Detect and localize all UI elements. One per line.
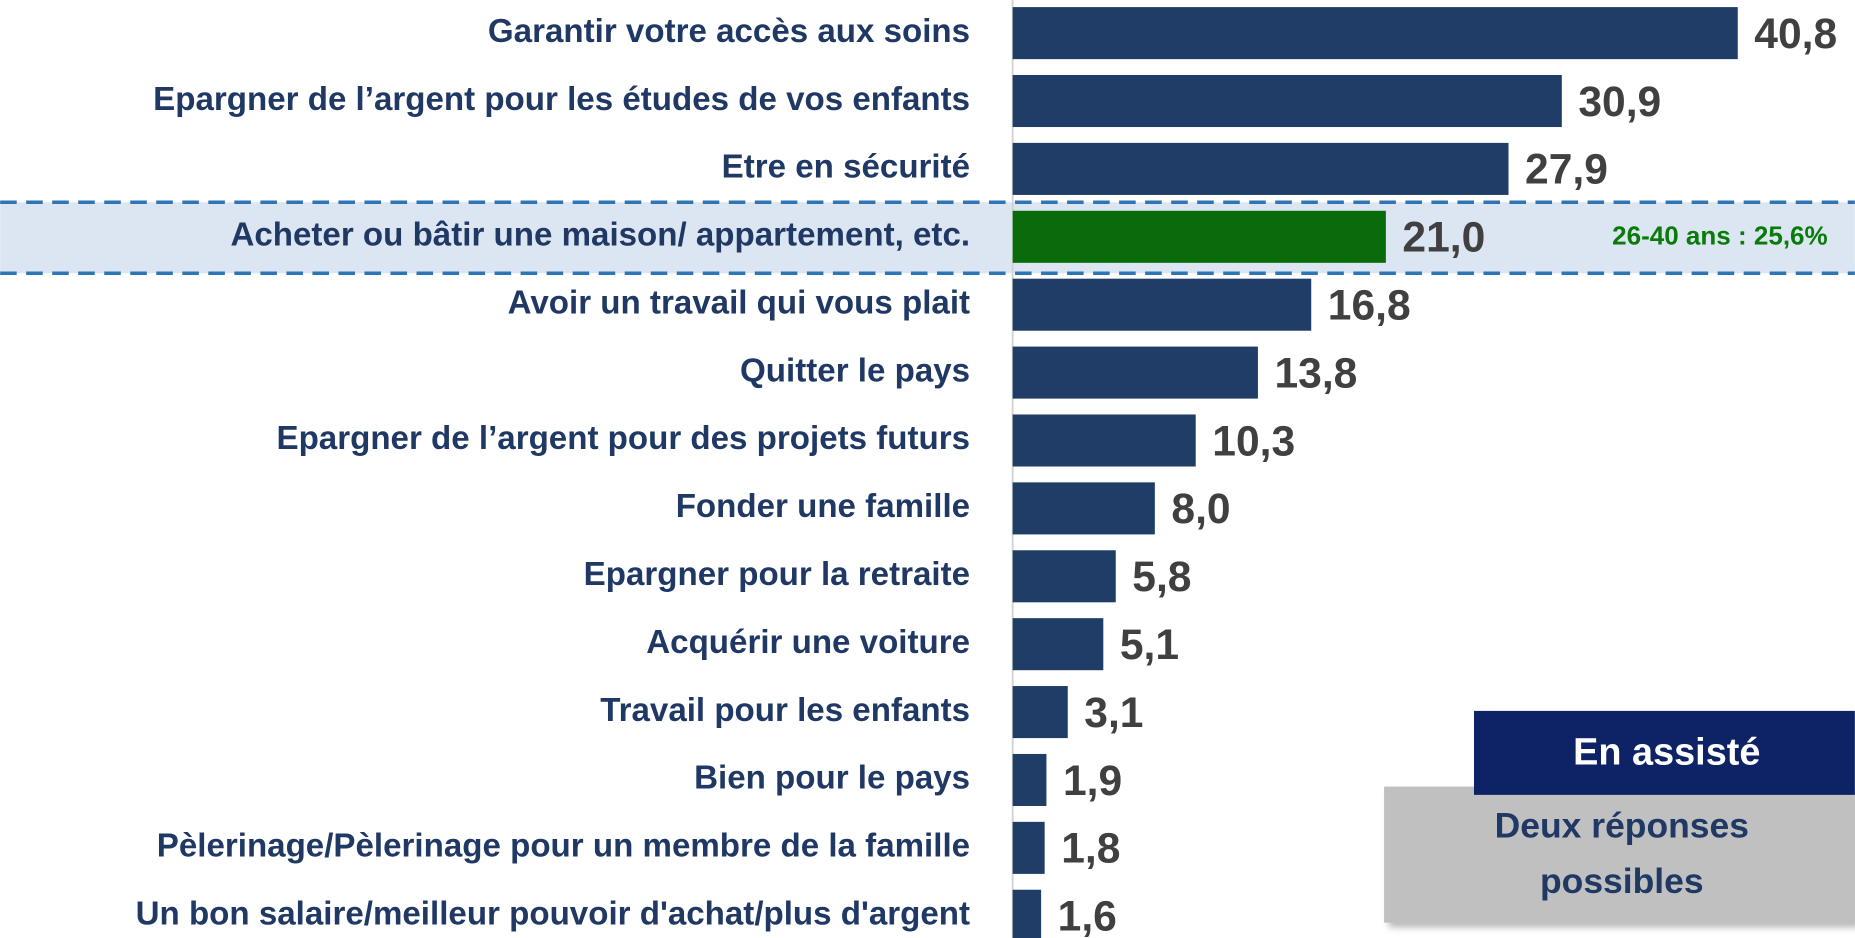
- note-line: possibles: [1540, 861, 1704, 901]
- bar: [1012, 142, 1509, 195]
- bar: [1012, 889, 1042, 938]
- value-label: 16,8: [1328, 282, 1411, 330]
- bar: [1012, 414, 1196, 467]
- value-label: 27,9: [1525, 146, 1608, 194]
- annotation: 26-40 ans : 25,6%: [1612, 221, 1827, 251]
- badge-box: [1473, 710, 1855, 795]
- category-label: Un bon salaire/meilleur pouvoir d'achat/…: [136, 896, 970, 933]
- category-label: Acquérir une voiture: [646, 624, 970, 661]
- category-label: Epargner pour la retraite: [584, 556, 970, 593]
- bar: [1012, 210, 1386, 263]
- value-label: 1,6: [1058, 893, 1117, 938]
- note-line: Deux réponses: [1495, 805, 1749, 845]
- category-label: Pèlerinage/Pèlerinage pour un membre de …: [157, 828, 970, 865]
- category-label: Etre en sécurité: [722, 149, 970, 186]
- highlight-band: [0, 202, 1855, 274]
- value-label: 5,1: [1120, 621, 1179, 669]
- category-label: Avoir un travail qui vous plait: [508, 284, 970, 321]
- value-label: 3,1: [1084, 689, 1143, 737]
- category-label: Bien pour le pays: [694, 760, 970, 797]
- note-box: [1384, 786, 1855, 923]
- value-label: 8,0: [1171, 485, 1230, 533]
- category-label: Fonder une famille: [676, 488, 970, 525]
- value-label: 21,0: [1402, 214, 1485, 262]
- category-label: Garantir votre accès aux soins: [488, 13, 970, 50]
- bar: [1012, 278, 1312, 331]
- bar: [1012, 482, 1155, 535]
- value-label: 40,8: [1754, 10, 1837, 58]
- category-label: Epargner de l’argent pour les études de …: [153, 81, 970, 118]
- value-label: 1,9: [1063, 757, 1122, 805]
- value-label: 30,9: [1578, 78, 1661, 126]
- bar: [1012, 7, 1738, 60]
- bar: [1012, 618, 1104, 671]
- value-label: 5,8: [1132, 553, 1191, 601]
- bar: [1012, 346, 1258, 399]
- bar: [1012, 821, 1045, 874]
- bar: [1012, 686, 1068, 739]
- value-label: 13,8: [1274, 349, 1357, 397]
- bar: [1012, 550, 1116, 603]
- category-label: Quitter le pays: [740, 352, 970, 389]
- bar: [1012, 74, 1562, 128]
- value-label: 10,3: [1212, 417, 1295, 465]
- category-label: Acheter ou bâtir une maison/ appartement…: [230, 217, 970, 254]
- bar: [1012, 753, 1047, 806]
- category-label: Epargner de l’argent pour des projets fu…: [277, 420, 971, 457]
- category-label: Travail pour les enfants: [600, 692, 970, 729]
- value-label: 1,8: [1061, 825, 1120, 873]
- badge: En assisté: [1573, 732, 1760, 774]
